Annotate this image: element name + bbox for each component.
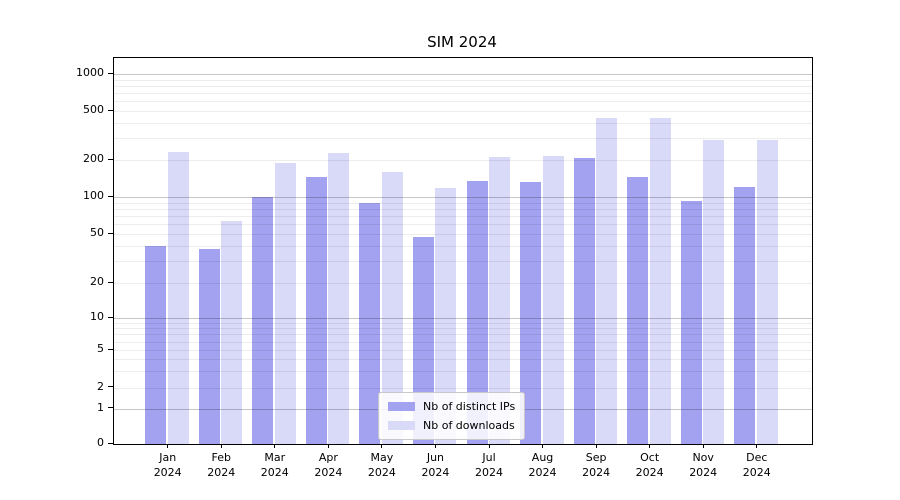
bar-downloads-dec — [756, 140, 778, 444]
y-tick-mark — [108, 442, 113, 444]
x-tick-mark — [595, 444, 597, 448]
x-tick-mark — [488, 444, 490, 448]
y-tick-label-100: 100 — [83, 189, 104, 202]
y-tick-mark — [108, 232, 113, 234]
bar-downloads-aug — [542, 155, 564, 444]
y-tick-mark — [108, 195, 113, 197]
chart-title: SIM 2024 — [427, 33, 497, 51]
legend-label-downloads: Nb of downloads — [423, 419, 515, 432]
legend-swatch-downloads — [388, 421, 415, 430]
legend-item-downloads: Nb of downloads — [388, 418, 515, 433]
x-tick-mark — [327, 444, 329, 448]
x-tick-label-mar: Mar 2024 — [260, 451, 289, 479]
x-tick-label-feb: Feb 2024 — [207, 451, 236, 479]
y-tick-mark — [108, 72, 113, 74]
bar-distinct-ips-oct — [627, 176, 649, 444]
bar-distinct-ips-nov — [680, 200, 702, 444]
x-tick-mark — [220, 444, 222, 448]
x-tick-mark — [274, 444, 276, 448]
x-tick-label-sep: Sep 2024 — [582, 451, 611, 479]
bar-distinct-ips-apr — [305, 177, 327, 444]
x-tick-label-may: May 2024 — [367, 451, 396, 479]
y-tick-label-1000: 1000 — [76, 66, 104, 79]
y-tick-label-2: 2 — [97, 379, 104, 393]
y-tick-mark — [108, 386, 113, 387]
x-tick-mark — [649, 444, 651, 448]
x-tick-label-dec: Dec 2024 — [742, 451, 771, 479]
x-tick-label-nov: Nov 2024 — [689, 451, 718, 479]
bar-downloads-feb — [221, 220, 243, 444]
plot-area — [113, 57, 813, 445]
bar-distinct-ips-may — [359, 202, 381, 444]
legend-label-distinct-ips: Nb of distinct IPs — [423, 400, 516, 413]
bar-distinct-ips-jul — [466, 180, 488, 444]
x-tick-mark — [381, 444, 383, 448]
bar-downloads-sep — [596, 118, 618, 444]
x-tick-mark — [434, 444, 436, 448]
x-tick-mark — [702, 444, 704, 448]
y-tick-label-1: 1 — [97, 400, 104, 414]
x-tick-label-apr: Apr 2024 — [314, 451, 343, 479]
x-tick-label-aug: Aug 2024 — [528, 451, 557, 479]
legend: Nb of distinct IPs Nb of downloads — [378, 392, 526, 440]
legend-swatch-distinct-ips — [388, 402, 415, 411]
bar-downloads-jul — [489, 157, 510, 444]
y-tick-label-50: 50 — [90, 226, 104, 239]
bar-distinct-ips-feb — [198, 248, 220, 444]
y-tick-mark — [108, 109, 113, 111]
x-tick-label-jul: Jul 2024 — [475, 451, 503, 479]
y-tick-mark — [108, 316, 113, 318]
x-tick-mark — [542, 444, 544, 448]
x-tick-label-jan: Jan 2024 — [153, 451, 182, 479]
bar-downloads-may — [381, 171, 403, 444]
y-tick-label-10: 10 — [90, 310, 104, 323]
bar-downloads-jun — [435, 187, 457, 444]
y-tick-mark — [108, 158, 113, 160]
y-tick-label-5: 5 — [97, 342, 104, 355]
bar-downloads-apr — [328, 152, 350, 444]
bar-distinct-ips-dec — [734, 187, 756, 444]
x-tick-label-jun: Jun 2024 — [421, 451, 450, 479]
x-tick-mark — [756, 444, 758, 448]
bar-downloads-nov — [703, 140, 725, 444]
y-tick-label-0: 0 — [97, 436, 104, 449]
legend-item-distinct-ips: Nb of distinct IPs — [388, 399, 515, 414]
x-tick-label-oct: Oct 2024 — [635, 451, 664, 479]
bars-layer — [114, 58, 812, 444]
bar-distinct-ips-mar — [252, 197, 274, 444]
bar-downloads-oct — [649, 118, 671, 444]
bar-distinct-ips-jan — [145, 245, 167, 444]
y-tick-mark — [108, 407, 113, 408]
bar-distinct-ips-sep — [573, 158, 595, 444]
y-tick-label-200: 200 — [83, 152, 104, 165]
y-tick-mark — [108, 281, 113, 283]
bar-distinct-ips-aug — [520, 182, 542, 444]
bar-downloads-mar — [274, 162, 296, 444]
y-tick-mark — [108, 348, 113, 350]
y-tick-label-500: 500 — [83, 103, 104, 116]
bar-downloads-jan — [167, 152, 189, 444]
y-tick-label-20: 20 — [90, 275, 104, 288]
x-tick-mark — [167, 444, 169, 448]
